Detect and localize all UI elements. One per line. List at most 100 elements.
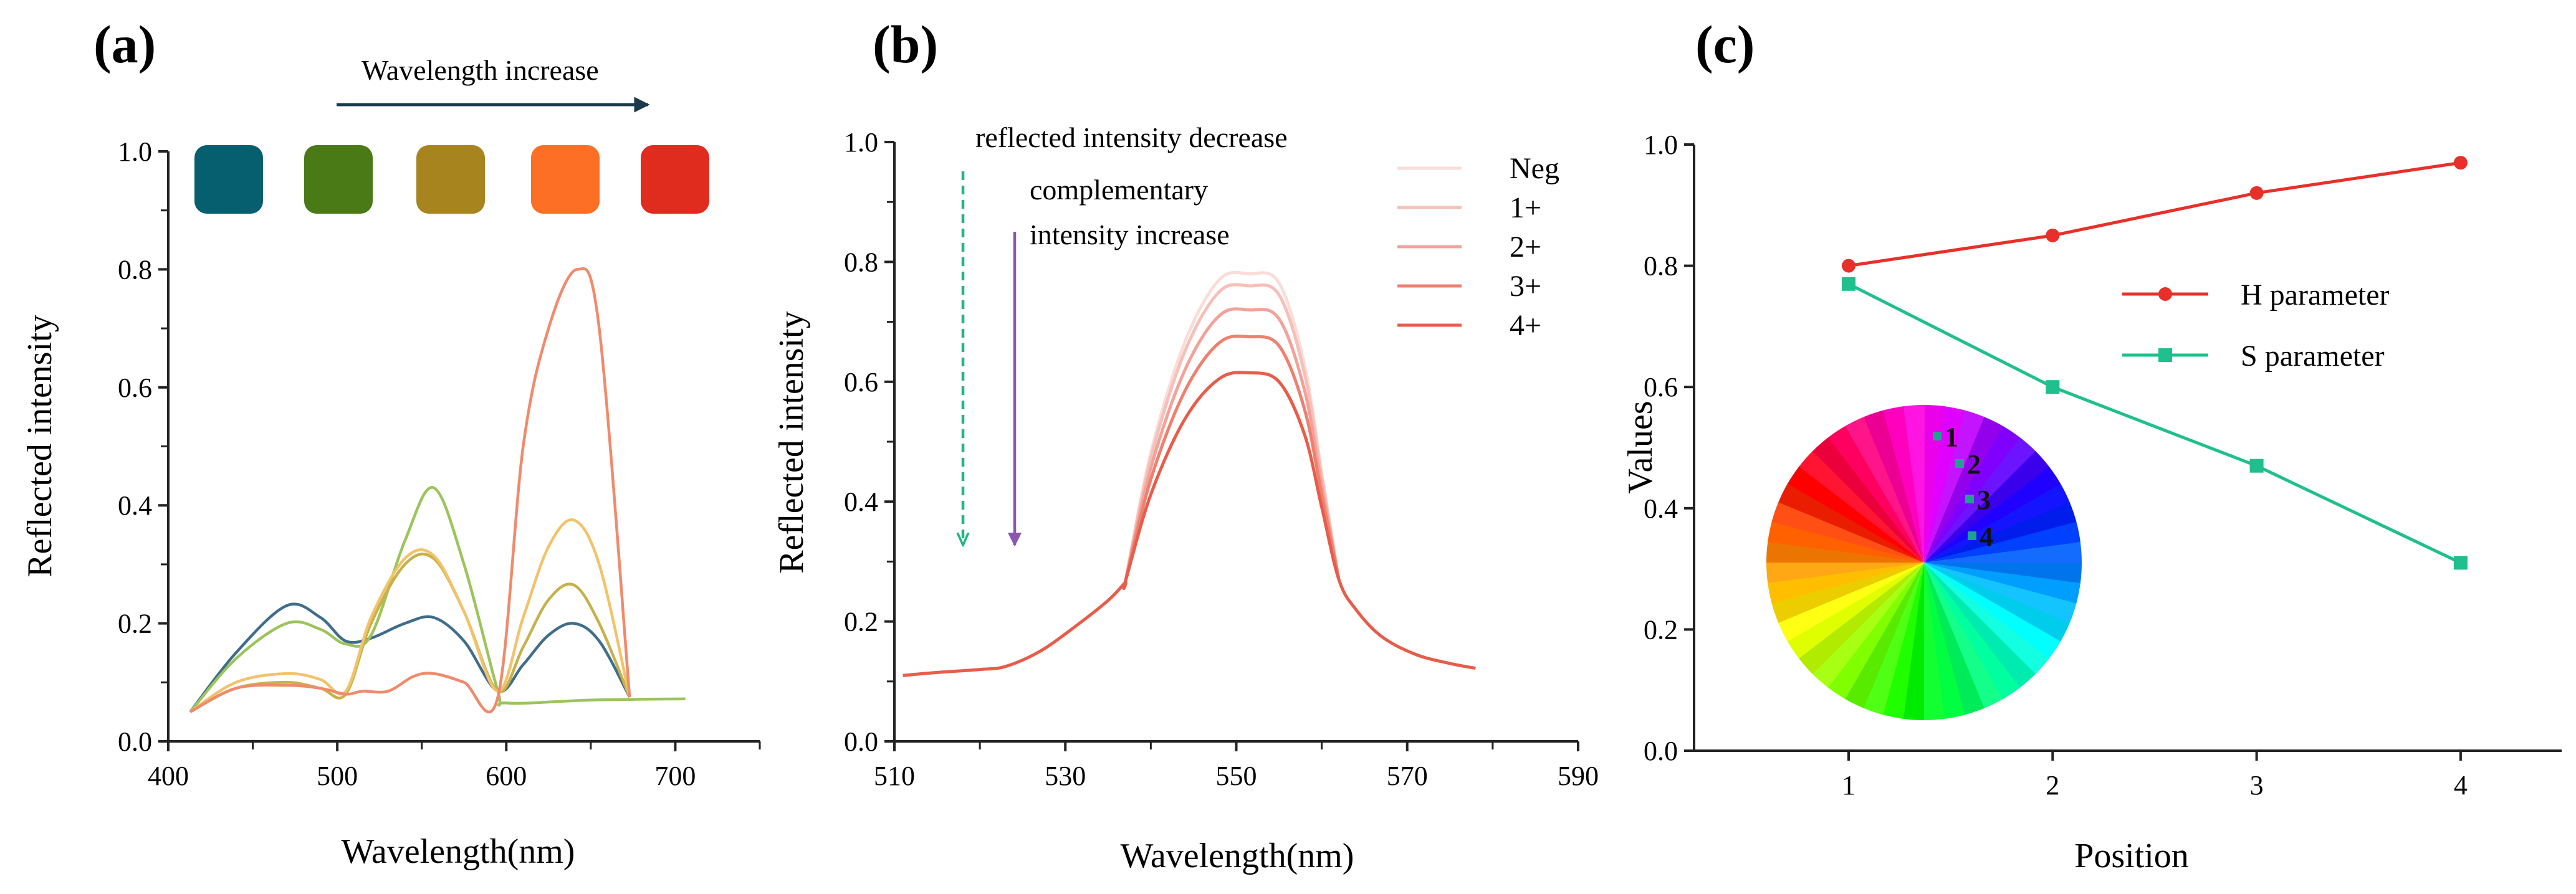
b-legend-label: 1+ [1510, 191, 1541, 224]
a-y-tick-label: 1.0 [118, 136, 152, 167]
b-x-tick-label: 570 [1387, 761, 1428, 791]
hue-wheel-sector [1787, 563, 1924, 659]
panel-c-label: (c) [1695, 14, 1755, 74]
hue-wheel-sector [1924, 563, 1985, 715]
hue-wheel-sector [1771, 563, 1924, 623]
b-legend-label: 2+ [1510, 231, 1541, 264]
hue-wheel-point [1968, 531, 1976, 540]
color-swatches [194, 145, 709, 214]
a-series-line-olive [189, 553, 631, 713]
a-y-axis-title: Reflected intensity [21, 315, 59, 577]
b-x-tick-label: 590 [1558, 761, 1599, 791]
hue-wheel-sector [1924, 410, 1985, 563]
b-y-tick-label: 0.8 [844, 247, 878, 277]
c-point-s [2249, 459, 2264, 473]
a-y-tick-label: 0.8 [118, 254, 152, 285]
hue-wheel-sector [1924, 563, 2070, 642]
b-legend-label: 3+ [1510, 270, 1541, 303]
c-x-tick-label: 3 [2250, 770, 2264, 801]
b-y-tick-label: 0.4 [844, 487, 878, 517]
a-series-line-red [189, 267, 631, 714]
a-x-tick-label: 400 [148, 761, 189, 791]
b-x-tick-label: 510 [874, 761, 915, 791]
hue-wheel-sector [1883, 406, 1924, 563]
hue-wheel-sector [1844, 563, 1924, 708]
b-x-tick-label: 530 [1045, 761, 1086, 791]
a-y-tick-label: 0.0 [118, 726, 152, 757]
hue-wheel-sector [1903, 404, 1925, 563]
hue-wheel-sector [1798, 563, 1924, 674]
hue-wheel-sector [1771, 502, 1924, 563]
hue-wheel-sector [1923, 563, 1945, 721]
hue-wheel-sector [1766, 561, 1924, 583]
hue-wheel-sector [1924, 563, 2036, 688]
hue-wheel-point-label: 1 [1945, 422, 1958, 452]
hue-wheel-sector [1924, 563, 2061, 659]
panel-b: (b) 0.0 0.2 0.4 0.6 0.8 1.0 510 530 550 570 590 re… [772, 14, 1599, 875]
a-x-tick-label: 600 [486, 761, 527, 791]
hue-wheel-point [1933, 432, 1942, 440]
hue-wheel-sector [1778, 483, 1924, 563]
c-y-tick-label: 1.0 [1644, 130, 1678, 160]
hue-wheel-sector [1924, 467, 2061, 563]
c-legend-marker [2158, 348, 2172, 362]
hue-wheel-sector [1778, 563, 1924, 642]
c-series-line-H parameter [1848, 161, 2461, 268]
a-y-tick-label: 0.4 [118, 490, 152, 521]
b-series-line-4+ [903, 371, 1476, 677]
hue-wheel-sector [1863, 563, 1924, 715]
hue-wheel-sector [1924, 406, 1966, 563]
color-swatch [304, 145, 373, 214]
c-point-h [2453, 156, 2468, 170]
b-x-tick-label: 550 [1216, 761, 1257, 791]
c-y-tick-label: 0.2 [1644, 614, 1678, 645]
panel-a-label: (a) [93, 14, 156, 74]
hue-wheel-point-label: 3 [1977, 485, 1991, 515]
b-y-tick-label: 0.6 [844, 367, 878, 397]
hue-wheel-point-label: 2 [1967, 449, 1981, 480]
hue-wheel-sector [1924, 563, 1965, 719]
hue-wheel-sector [1924, 502, 2077, 563]
c-series-line-S parameter [1847, 282, 2461, 564]
c-x-tick-label: 1 [1842, 770, 1855, 801]
hue-wheel-sector [1812, 437, 1924, 563]
hue-wheel-sector [1924, 521, 2080, 563]
hue-wheel-sector [1827, 563, 1924, 700]
c-x-tick-label: 2 [2046, 770, 2059, 801]
hue-wheel-sector [1924, 437, 2036, 563]
hue-wheel-sector [1812, 563, 1924, 688]
a-y-tick-label: 0.2 [118, 609, 152, 639]
b-series-line-1+ [1123, 283, 1341, 583]
hue-wheel-sector [1787, 466, 1924, 563]
hue-wheel-sector [1924, 451, 2050, 563]
hue-wheel-sector [1864, 410, 1924, 563]
b-y-tick-label: 1.0 [844, 127, 878, 158]
wavelength-increase-annotation: Wavelength increase [362, 54, 599, 86]
a-series-line-teal [189, 602, 631, 713]
complementary-annotation-line1: complementary [1030, 174, 1208, 206]
a-x-axis-title: Wavelength(nm) [342, 832, 575, 871]
a-series-line-orange [189, 518, 631, 713]
b-series-line-3+ [1123, 334, 1341, 583]
hue-wheel-sector [1845, 416, 1924, 563]
b-legend-label: 4+ [1510, 309, 1541, 342]
c-point-s [2453, 556, 2468, 570]
c-point-s [2046, 380, 2060, 394]
hue-wheel-inset [1766, 404, 2082, 721]
hue-wheel-sector [1828, 426, 1924, 563]
hue-wheel-sector [1924, 426, 2021, 563]
c-point-h [2046, 228, 2060, 242]
b-y-tick-label: 0.2 [844, 607, 878, 637]
a-series-line-green [189, 486, 686, 713]
b-x-axis-title: Wavelength(nm) [1121, 837, 1354, 875]
hue-wheel-point [1965, 495, 1974, 503]
color-swatch [641, 145, 709, 214]
hue-wheel-sector [1768, 563, 1924, 604]
hue-wheel-sector [1924, 563, 2049, 675]
hue-wheel-sector [1924, 417, 2004, 563]
c-legend-label: H parameter [2241, 278, 2390, 311]
reflected-intensity-decrease-annotation: reflected intensity decrease [975, 121, 1288, 153]
hue-wheel-point-label: 4 [1980, 521, 1993, 552]
